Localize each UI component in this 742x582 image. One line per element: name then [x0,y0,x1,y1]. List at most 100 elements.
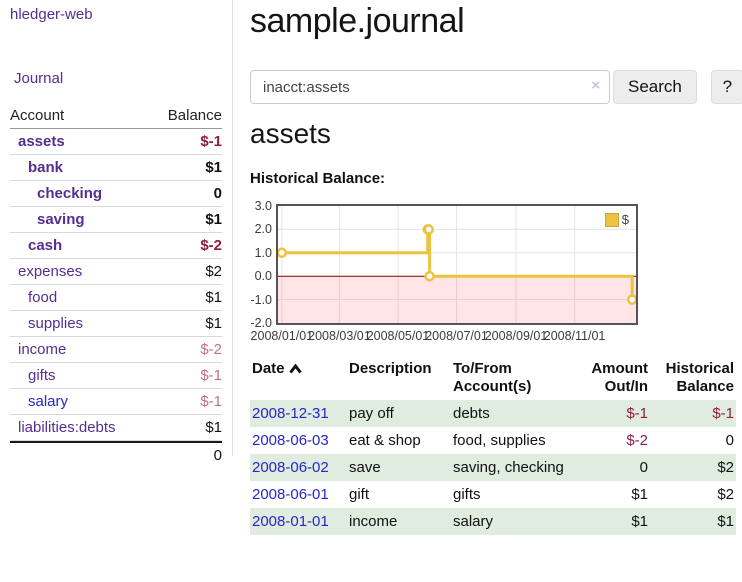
y-axis-tick-label: 3.0 [254,199,272,213]
account-balance: $1 [205,159,222,176]
account-row-assets: assets $-1 [10,129,222,155]
chart-plot-area: $ [276,204,638,325]
accounts-total: 0 [213,446,222,464]
account-balance: $1 [205,419,222,436]
transaction-amount: $-2 [626,432,648,449]
register-row: 2008-12-31 pay off debts $-1 $-1 [250,400,736,427]
account-balance: $2 [205,263,222,280]
accounts-table: Account Balance assets $-1 bank $1 check… [10,102,222,467]
transaction-date-link[interactable]: 2008-12-31 [252,405,329,422]
account-balance: $-2 [200,237,222,254]
historical-balance-chart: 3.0 2.0 1.0 0.0 -1.0 -2.0 $ 2008/01/01 2008/03… [250,196,736,346]
brand-link[interactable]: hledger-web [10,6,93,23]
register-header-date[interactable]: Date [250,358,347,400]
account-balance: $-1 [200,133,222,150]
account-row-checking: checking 0 [10,181,222,207]
register-row: 2008-06-01 gift gifts $1 $2 [250,481,736,508]
account-link-cash[interactable]: cash [28,237,63,254]
account-row-supplies: supplies $1 [10,311,222,337]
account-link-supplies[interactable]: supplies [28,315,84,332]
transaction-accounts: food, supplies [453,432,546,449]
transaction-balance: $-1 [650,400,736,427]
transaction-accounts: debts [451,400,582,427]
accounts-header-balance: Balance [167,106,222,124]
account-link-gifts[interactable]: gifts [28,367,56,384]
account-balance: $1 [205,315,222,332]
transaction-balance: $1 [650,508,736,535]
account-row-food: food $1 [10,285,222,311]
account-row-expenses: expenses $2 [10,259,222,285]
account-balance: $1 [205,289,222,306]
x-axis-tick-label: 2008/07/01 [425,329,488,343]
account-link-food[interactable]: food [28,289,58,306]
legend-swatch-icon [604,212,619,227]
search-input[interactable] [250,70,610,104]
transaction-description: income [347,508,451,535]
register-header-description: Description [349,360,432,377]
transaction-description: eat & shop [349,432,421,449]
transaction-amount: $-1 [582,400,650,427]
search-form: × Search ? [250,70,742,104]
search-box: × [250,70,610,104]
accounts-header-row: Account Balance [10,102,222,129]
x-axis-tick-label: 2008/09/01 [484,329,548,343]
chart-legend: $ [602,211,631,228]
register-header-accounts: To/From Account(s) [453,360,532,395]
x-axis-tick-label: 2008/01/01 [250,329,314,343]
register-header-balance: Historical Balance [665,360,734,395]
account-link-income[interactable]: income [18,341,67,358]
register-table: Date Description To/From Account(s) Amou… [250,358,736,535]
legend-label: $ [621,212,629,227]
account-balance: $1 [205,211,222,228]
clear-search-icon[interactable]: × [591,77,600,94]
transaction-date-link[interactable]: 2008-06-02 [252,459,329,476]
transaction-date-link[interactable]: 2008-06-01 [252,486,329,503]
register-header-amount: Amount Out/In [591,360,648,395]
account-heading: assets [250,118,331,149]
accounts-header-account: Account [10,106,65,124]
account-row-income: income $-2 [10,337,222,363]
transaction-date-link[interactable]: 2008-01-01 [252,513,329,530]
account-link-assets[interactable]: assets [18,133,65,150]
account-row-bank: bank $1 [10,155,222,181]
transaction-description: pay off [347,400,451,427]
transaction-description: save [347,454,451,481]
sidebar-item-journal[interactable]: Journal [14,70,64,87]
account-row-gifts: gifts $-1 [10,363,222,389]
search-button[interactable]: Search [613,70,697,104]
accounts-total-row: 0 [10,441,222,467]
help-button[interactable]: ? [710,70,742,104]
account-link-saving[interactable]: saving [37,211,85,228]
account-balance: 0 [213,185,222,202]
transaction-date-link[interactable]: 2008-06-03 [252,432,329,449]
y-axis-tick-label: 2.0 [254,222,272,237]
account-link-bank[interactable]: bank [28,159,64,176]
register-row: 2008-06-02 save saving, checking 0 $2 [250,454,736,481]
account-link-liabilities-debts[interactable]: liabilities:debts [18,419,116,436]
account-row-saving: saving $1 [10,207,222,233]
transaction-accounts: gifts [453,486,481,503]
transaction-balance: $2 [717,486,734,503]
y-axis-tick-label: 0.0 [254,269,272,284]
account-link-checking[interactable]: checking [37,185,103,202]
account-row-salary: salary $-1 [10,389,222,415]
account-link-salary[interactable]: salary [28,393,69,410]
x-axis-tick-label: 2008/05/01 [366,329,430,343]
sidebar: hledger-web Journal Account Balance asse… [0,0,233,464]
y-axis-tick-label: -2.0 [250,316,272,330]
account-balance: $-2 [200,341,222,358]
transaction-accounts: salary [451,508,582,535]
account-link-expenses[interactable]: expenses [18,263,83,280]
chart-title: Historical Balance: [250,170,386,187]
x-axis-tick-label: 2008/11/01 [543,329,606,343]
x-axis-tick-label: 2008/03/01 [308,329,371,343]
page-title: sample.journal [250,2,465,40]
transaction-balance: 0 [725,432,734,449]
account-balance: $-1 [200,367,222,384]
sort-ascending-icon [288,361,302,379]
transaction-accounts: saving, checking [451,454,582,481]
account-row-cash: cash $-2 [10,233,222,259]
transaction-amount: 0 [582,454,650,481]
y-axis-tick-label: 1.0 [254,245,272,260]
account-row-liabilities-debts: liabilities:debts $1 [10,415,222,441]
